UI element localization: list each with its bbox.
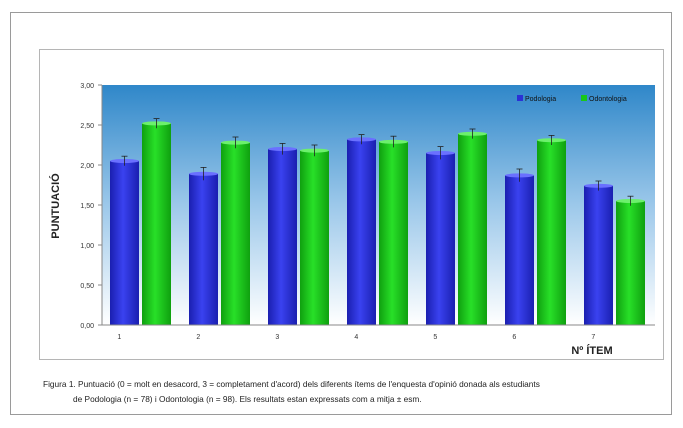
y-tick-label: 1,00 xyxy=(80,243,94,250)
y-tick-label: 2,50 xyxy=(80,123,94,130)
x-axis-label: Nº ÍTEM xyxy=(571,344,612,357)
bar-podologia xyxy=(584,185,613,325)
y-tick-label: 2,00 xyxy=(80,163,94,170)
caption-line-2: de Podologia (n = 78) i Odontologia (n =… xyxy=(73,394,422,404)
bar-podologia xyxy=(505,175,534,325)
bar-podologia xyxy=(189,173,218,325)
bar-odontologia xyxy=(616,201,645,325)
figure-frame: 0,00 0,50 1,00 1,50 2,00 2,50 3,00 1 2 3 4 5 6 7 PUN… xyxy=(10,12,672,415)
bar-podologia xyxy=(347,139,376,325)
x-tick-label: 6 xyxy=(512,334,516,341)
legend-swatch-odontologia xyxy=(581,95,587,101)
y-tick-label: 1,50 xyxy=(80,203,94,210)
bar-chart: 0,00 0,50 1,00 1,50 2,00 2,50 3,00 1 2 3 4 5 6 7 PUN… xyxy=(49,83,655,357)
bar-odontologia xyxy=(458,133,487,325)
legend: Podologia Odontologia xyxy=(517,95,627,103)
y-axis: 0,00 0,50 1,00 1,50 2,00 2,50 3,00 xyxy=(80,83,103,330)
figure-caption: Figura 1. Puntuació (0 = molt en desacor… xyxy=(43,377,673,407)
y-tick-label: 0,00 xyxy=(80,323,94,330)
bar-odontologia xyxy=(300,150,329,325)
bar-odontologia xyxy=(379,141,408,325)
caption-line-1: Figura 1. Puntuació (0 = molt en desacor… xyxy=(43,379,540,389)
x-axis: 1 2 3 4 5 6 7 xyxy=(102,324,655,341)
bar-podologia xyxy=(110,161,139,325)
y-tick-label: 0,50 xyxy=(80,283,94,290)
legend-swatch-podologia xyxy=(517,95,523,101)
bar-odontologia xyxy=(221,142,250,325)
bar-odontologia xyxy=(142,123,171,326)
chart-area: 0,00 0,50 1,00 1,50 2,00 2,50 3,00 1 2 3 4 5 6 7 PUN… xyxy=(39,49,664,360)
bar-odontologia xyxy=(537,140,566,325)
plot-background xyxy=(102,85,655,325)
legend-label-odontologia: Odontologia xyxy=(589,96,627,103)
y-tick-label: 3,00 xyxy=(80,83,94,90)
legend-label-podologia: Podologia xyxy=(525,96,556,103)
bar-podologia xyxy=(268,149,297,325)
bars-group xyxy=(110,118,645,326)
bar-podologia xyxy=(426,153,455,325)
y-axis-label: PUNTUACIÓ xyxy=(49,173,62,239)
x-tick-label: 3 xyxy=(275,334,279,341)
x-tick-label: 7 xyxy=(591,334,595,341)
x-tick-label: 2 xyxy=(196,334,200,341)
x-tick-label: 4 xyxy=(354,334,358,341)
x-tick-label: 1 xyxy=(117,334,121,341)
x-tick-label: 5 xyxy=(433,334,437,341)
